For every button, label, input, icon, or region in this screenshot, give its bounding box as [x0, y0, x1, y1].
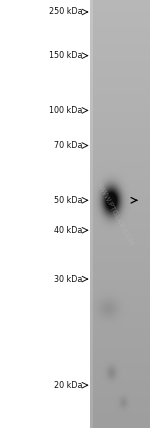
Text: WWW.PTGLAB.COM: WWW.PTGLAB.COM: [96, 181, 135, 247]
Text: 150 kDa: 150 kDa: [49, 51, 82, 60]
Text: 50 kDa: 50 kDa: [54, 196, 82, 205]
Text: 250 kDa: 250 kDa: [49, 7, 82, 17]
Text: 40 kDa: 40 kDa: [54, 226, 82, 235]
Text: 70 kDa: 70 kDa: [54, 141, 82, 150]
Text: 100 kDa: 100 kDa: [49, 106, 82, 115]
Text: 30 kDa: 30 kDa: [54, 274, 82, 284]
Text: 20 kDa: 20 kDa: [54, 380, 82, 390]
